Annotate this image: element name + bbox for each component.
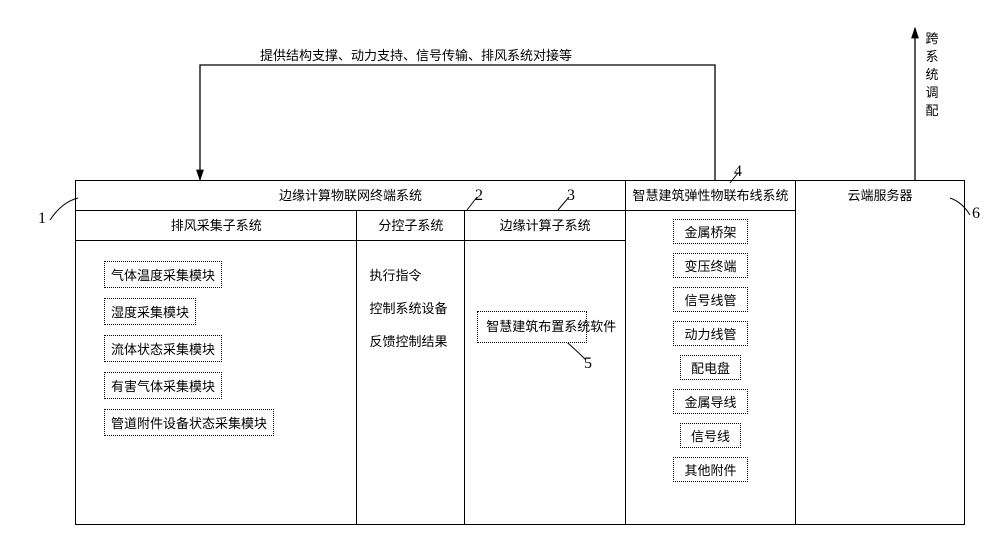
- wiring-item: 金属导线: [673, 389, 747, 414]
- edge-group: 边缘计算物联网终端系统 排风采集子系统 气体温度采集模块 湿度采集模块 流体状态…: [76, 181, 626, 524]
- col-4: 智慧建筑弹性物联布线系统 金属桥架 变压终端 信号线管 动力线管 配电盘 金属导…: [626, 181, 796, 524]
- wiring-item: 变压终端: [673, 253, 747, 278]
- top-note: 提供结构支撑、动力支持、信号传输、排风系统对接等: [260, 45, 572, 64]
- right-vertical-note: 跨系统调配: [925, 30, 939, 120]
- wiring-item: 信号线: [680, 423, 741, 448]
- col-2-body: 执行指令 控制系统设备 反馈控制结果: [357, 241, 464, 524]
- diagram-canvas: 提供结构支撑、动力支持、信号传输、排风系统对接等 跨系统调配 1 2 3 4 5…: [20, 20, 980, 534]
- text-line: 执行指令: [369, 265, 452, 284]
- wiring-item: 信号线管: [673, 287, 747, 312]
- edge-group-header: 边缘计算物联网终端系统: [76, 181, 625, 211]
- col-1-body: 气体温度采集模块 湿度采集模块 流体状态采集模块 有害气体采集模块 管道附件设备…: [76, 241, 356, 524]
- wiring-item: 动力线管: [673, 321, 747, 346]
- col-5-header: 云端服务器: [796, 181, 964, 211]
- software-box: 智慧建筑布置系统软件: [477, 311, 587, 343]
- outer-box: 边缘计算物联网终端系统 排风采集子系统 气体温度采集模块 湿度采集模块 流体状态…: [75, 180, 965, 525]
- wiring-item: 其他附件: [673, 457, 747, 482]
- label-1: 1: [38, 210, 46, 228]
- col-4-header: 智慧建筑弹性物联布线系统: [626, 181, 795, 211]
- wiring-item: 配电盘: [680, 355, 741, 380]
- module-item: 管道附件设备状态采集模块: [104, 409, 274, 436]
- col-5: 云端服务器: [796, 181, 964, 524]
- col-3-header: 边缘计算子系统: [465, 211, 625, 241]
- col-3-body: 智慧建筑布置系统软件: [465, 241, 625, 524]
- col-1-header: 排风采集子系统: [76, 211, 356, 241]
- module-item: 湿度采集模块: [104, 298, 196, 325]
- label-6: 6: [972, 205, 980, 223]
- col-2-header: 分控子系统: [357, 211, 464, 241]
- label-4: 4: [734, 163, 742, 181]
- module-item: 流体状态采集模块: [104, 335, 222, 362]
- col-4-body: 金属桥架 变压终端 信号线管 动力线管 配电盘 金属导线 信号线 其他附件: [626, 211, 795, 524]
- col-1: 排风采集子系统 气体温度采集模块 湿度采集模块 流体状态采集模块 有害气体采集模…: [76, 211, 357, 524]
- text-line: 控制系统设备: [369, 298, 452, 317]
- col-3: 边缘计算子系统 智慧建筑布置系统软件: [465, 211, 625, 524]
- text-line: 反馈控制结果: [369, 331, 452, 350]
- module-item: 气体温度采集模块: [104, 261, 222, 288]
- module-item: 有害气体采集模块: [104, 372, 222, 399]
- wiring-item: 金属桥架: [673, 219, 747, 244]
- col-2: 分控子系统 执行指令 控制系统设备 反馈控制结果: [357, 211, 465, 524]
